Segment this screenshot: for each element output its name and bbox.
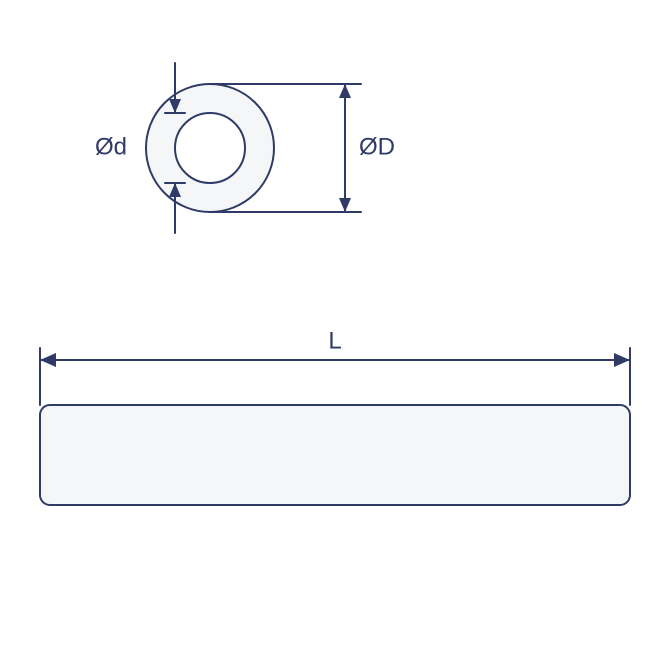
label-inner-diameter: Ød [95, 133, 127, 160]
inner-circle [175, 113, 245, 183]
tube-side-rect [40, 405, 630, 505]
label-length: L [328, 327, 341, 354]
dimension-diagram: ØD Ød L [0, 0, 670, 670]
end-view: ØD Ød [95, 63, 395, 233]
side-view: L [40, 327, 630, 505]
label-outer-diameter: ØD [359, 133, 395, 160]
